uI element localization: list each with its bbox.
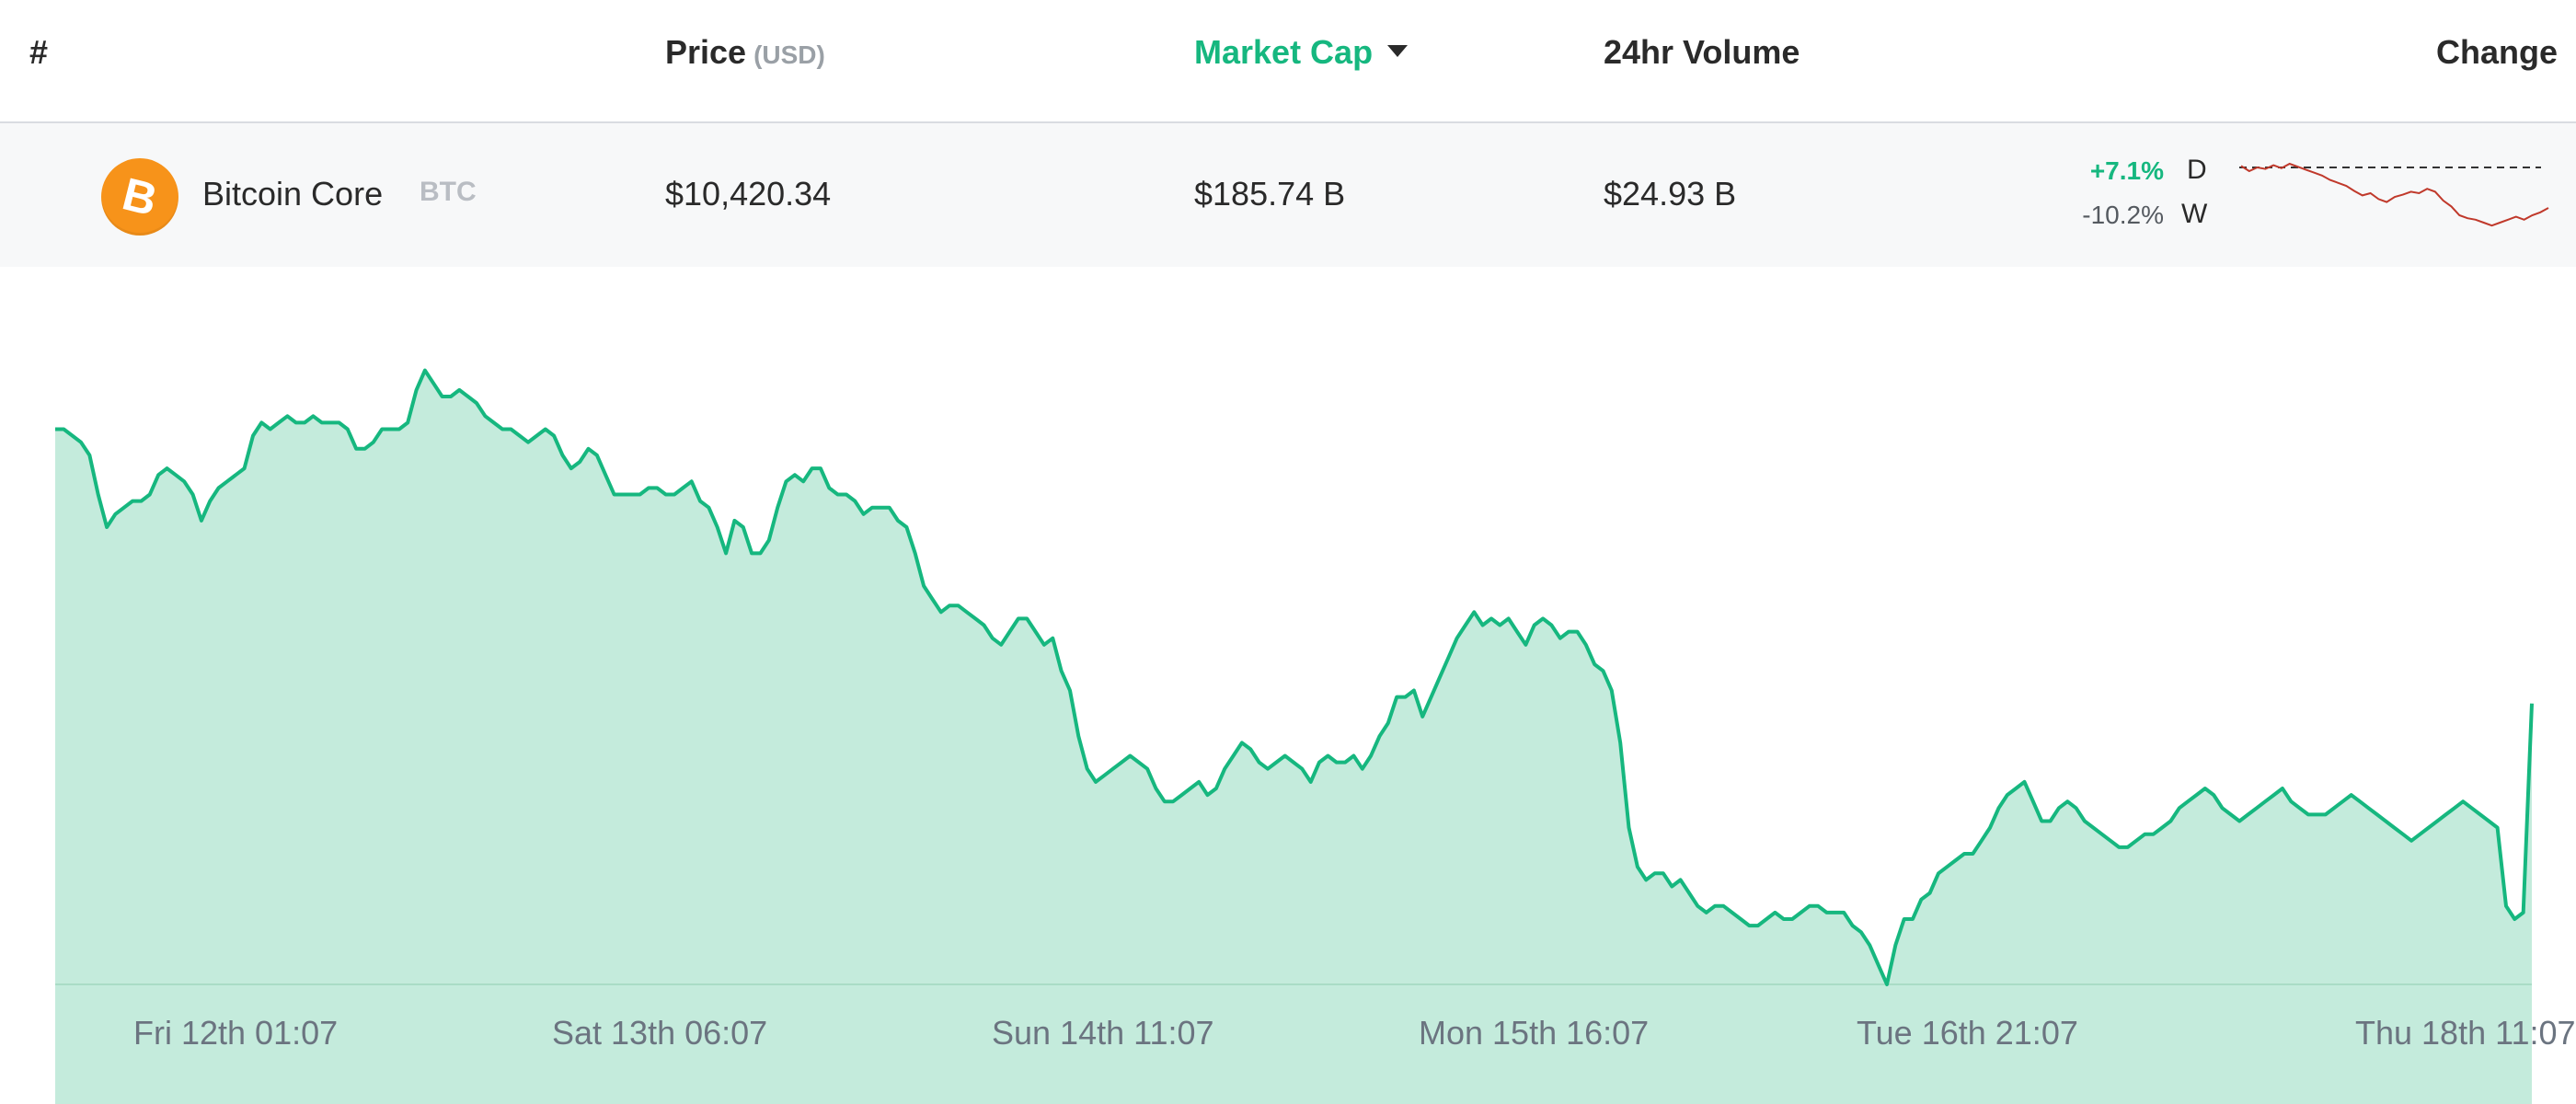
rank-column-header[interactable]: # [29,33,49,71]
bitcoin-icon: B [101,158,178,236]
price-area [55,370,2532,1104]
sort-descending-icon [1387,44,1409,57]
coin-price: $10,420.34 [665,175,832,213]
sparkline-line [2240,162,2549,227]
sparkline-chart [2239,162,2549,227]
volume-column-header[interactable]: 24hr Volume [1604,33,1800,71]
bitcoin-icon-glyph: B [117,167,163,226]
x-tick-label: Thu 18th 11:07 [2355,1014,2576,1052]
x-tick-label: Tue 16th 21:07 [1857,1014,2078,1052]
change-day-value: +7.1% [2089,156,2164,185]
table-row[interactable]: B Bitcoin Core BTC $10,420.34 $185.74 B … [0,123,2576,267]
coin-market-cap: $185.74 B [1194,175,1346,213]
price-unit-label: (USD) [753,40,825,69]
table-header: # Price (USD) Market Cap 24hr Volume Chan… [0,0,2576,123]
price-chart[interactable]: Fri 12th 01:07 Sat 13th 06:07 Sun 14th 11:… [0,276,2576,1104]
change-week-value: -10.2% [2082,201,2164,229]
price-header-label: Price [665,33,747,71]
coin-name[interactable]: Bitcoin Core [202,175,384,213]
x-axis-ticks: Fri 12th 01:07 Sat 13th 06:07 Sun 14th 11:… [133,1014,2576,1052]
x-tick-label: Fri 12th 01:07 [133,1014,338,1052]
market-cap-header-label: Market Cap [1194,33,1374,71]
market-cap-column-header[interactable]: Market Cap [1194,33,1409,72]
change-day-period: D [2187,155,2207,185]
coin-symbol: BTC [420,177,477,207]
x-tick-label: Sun 14th 11:07 [992,1014,1214,1052]
change-week-period: W [2181,199,2208,229]
price-line [55,368,2534,986]
change-column-header[interactable]: Change [2435,33,2558,71]
x-tick-label: Sat 13th 06:07 [552,1014,767,1052]
price-column-header[interactable]: Price (USD) [665,33,825,72]
x-tick-label: Mon 15th 16:07 [1419,1014,1649,1052]
coin-volume: $24.93 B [1604,175,1737,213]
